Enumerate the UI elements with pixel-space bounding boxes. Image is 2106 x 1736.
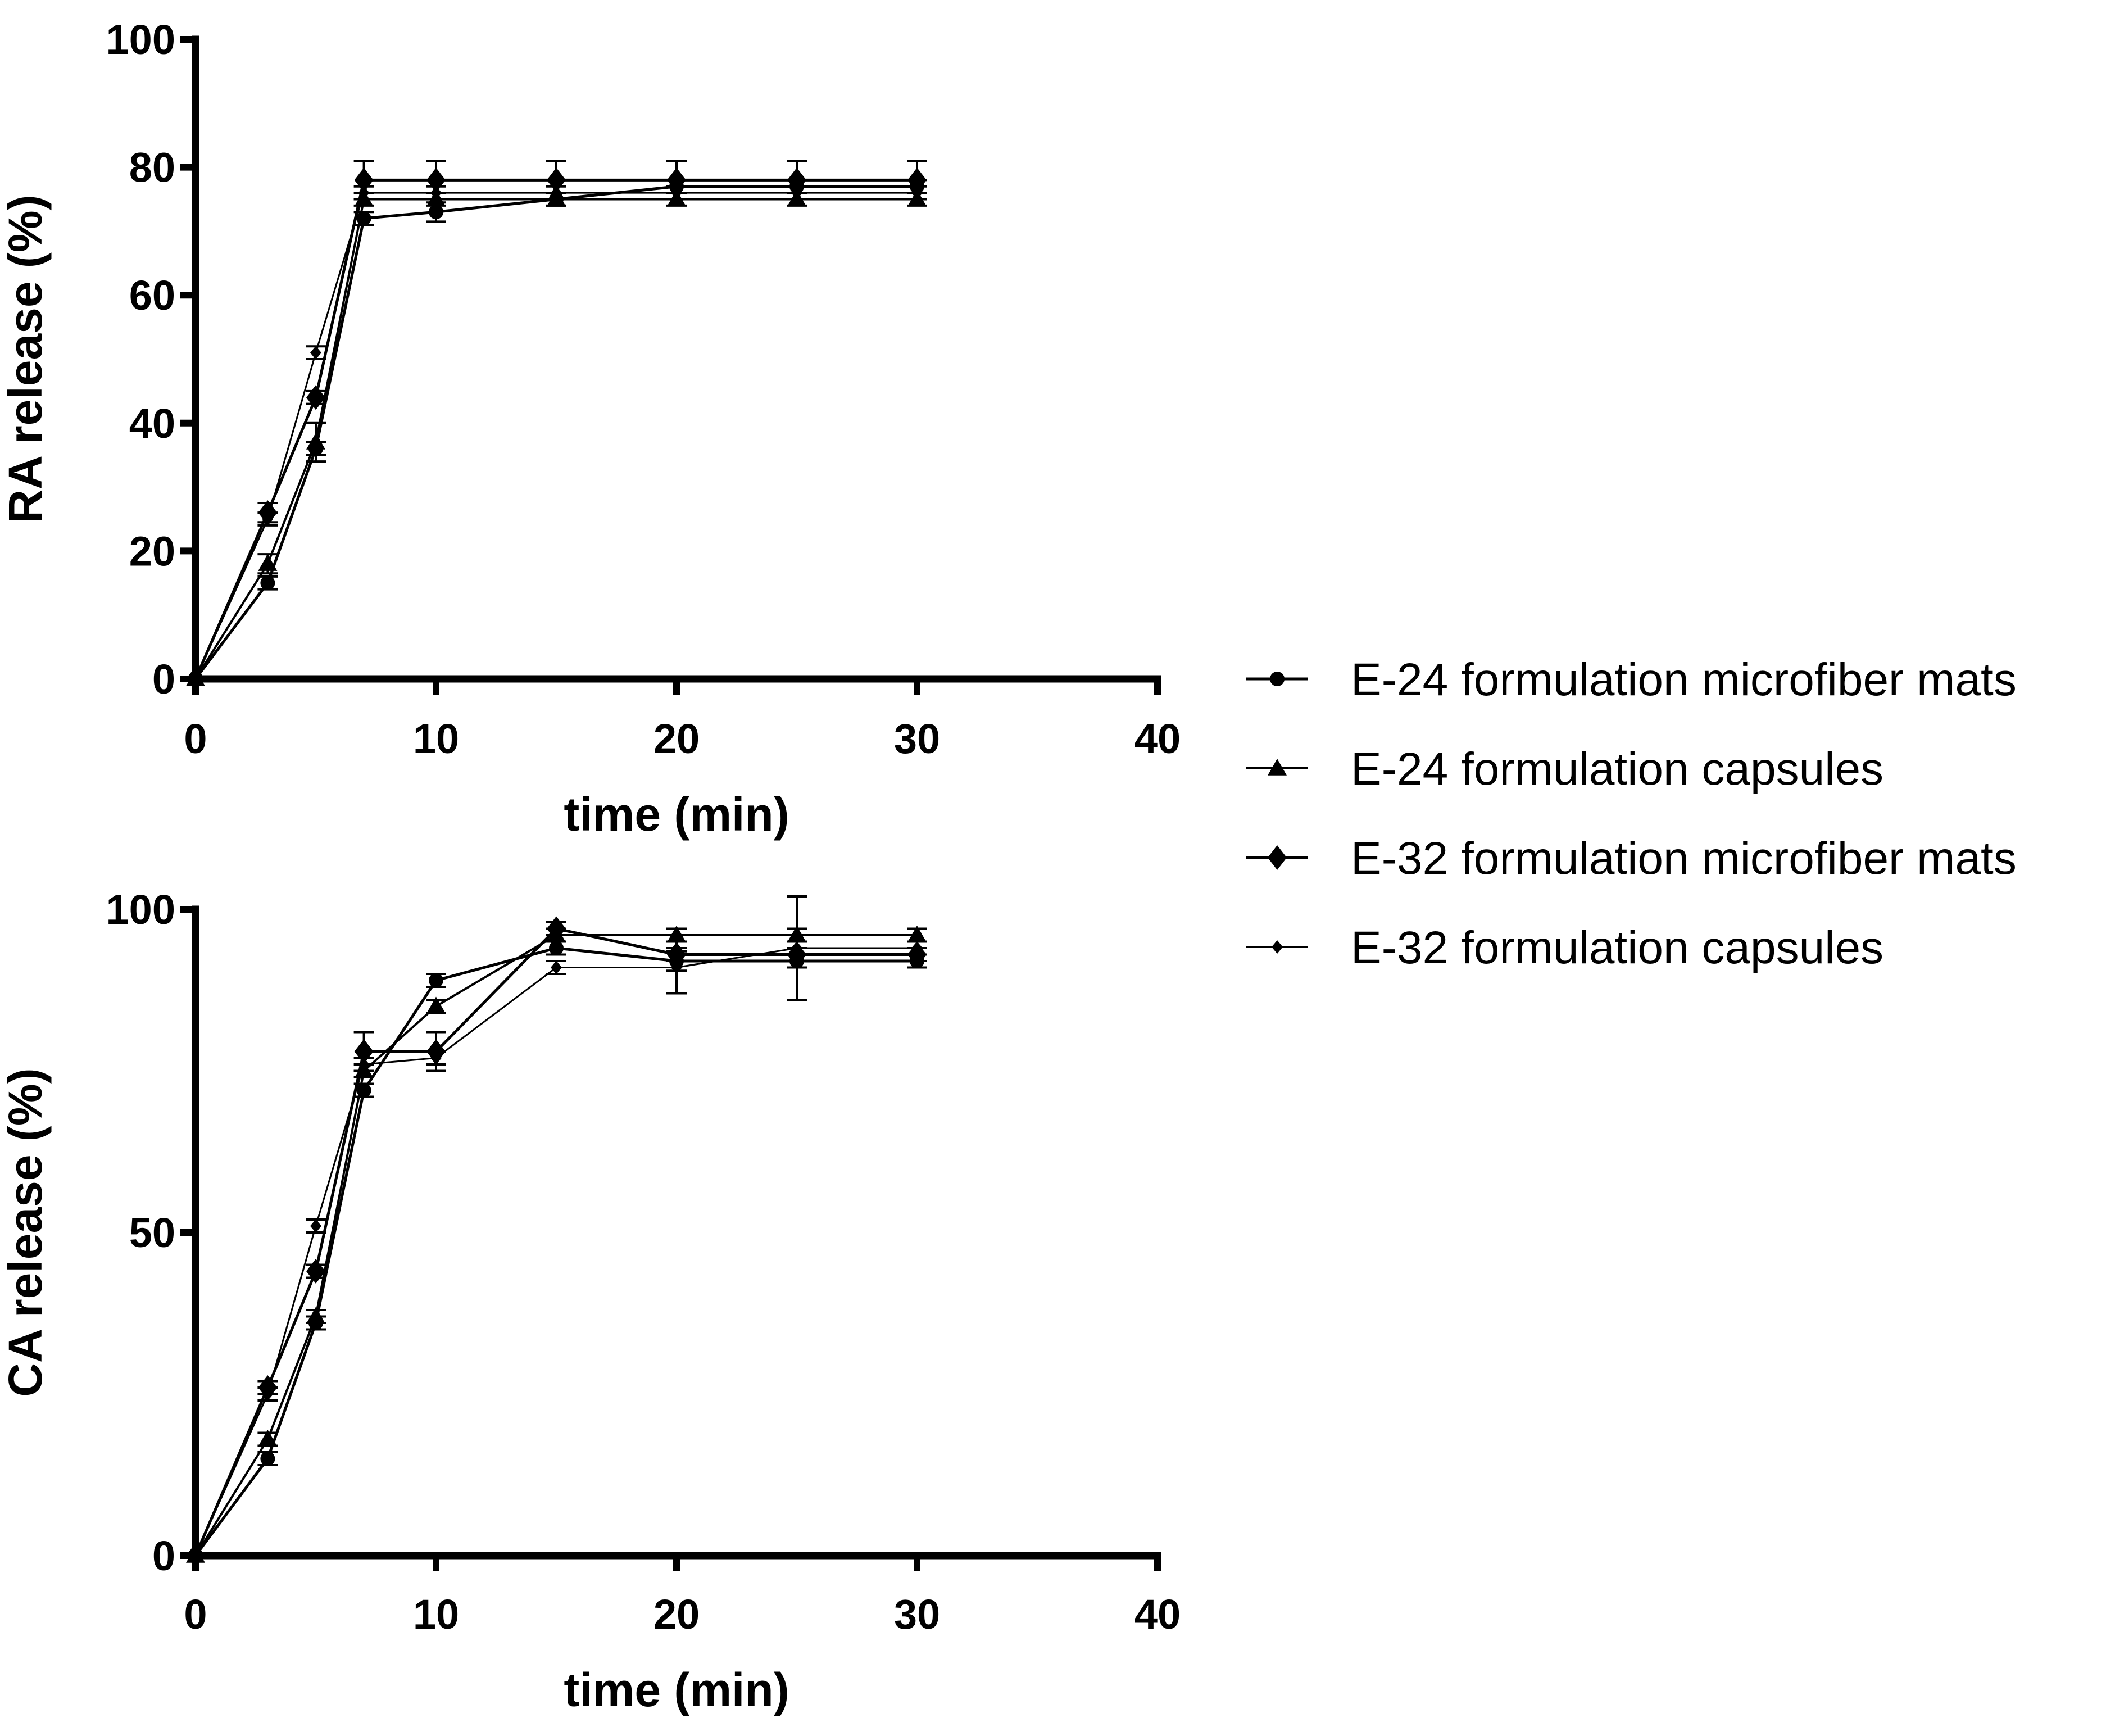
data-point	[260, 575, 275, 591]
series-3	[186, 160, 927, 691]
y-axis-title: RA release (%)	[0, 194, 52, 523]
data-point	[671, 186, 682, 200]
data-point	[190, 1549, 201, 1562]
data-point	[551, 960, 562, 974]
axes	[192, 35, 1161, 683]
legend-item-3: E-32 formulation microfiber mats	[1246, 833, 2017, 884]
series-line	[194, 198, 917, 680]
x-axis-title: time (min)	[564, 1664, 789, 1716]
y-tick-label: 100	[106, 16, 175, 63]
legend-marker	[1268, 759, 1287, 776]
x-tick-label: 30	[894, 1591, 940, 1638]
y-tick-label: 0	[152, 1533, 175, 1579]
y-tick-label: 20	[129, 528, 175, 574]
data-point	[791, 186, 802, 200]
y-tick-label: 60	[129, 272, 175, 319]
x-tick-label: 10	[413, 1591, 459, 1638]
data-point	[306, 1259, 325, 1284]
series-line	[194, 927, 917, 1556]
data-point	[791, 941, 802, 955]
data-point	[547, 916, 566, 941]
ca-release-panel: 0 50 100 0 10 20 30 40 time (min) CA release (%)	[0, 886, 1181, 1716]
legend-item-4: E-32 formulation capsules	[1246, 922, 1883, 973]
data-point	[911, 941, 923, 955]
series-line	[194, 185, 917, 680]
data-point	[310, 1219, 321, 1233]
x-tick-label: 0	[184, 715, 207, 762]
data-point	[310, 346, 321, 360]
data-point	[306, 385, 325, 410]
series-4	[190, 895, 927, 1562]
axes	[192, 905, 1161, 1560]
data-point	[429, 205, 443, 220]
series-4	[190, 185, 927, 686]
legend-item-2: E-24 formulation capsules	[1246, 744, 1883, 795]
y-tick-label: 40	[129, 400, 175, 447]
legend-marker	[1268, 845, 1287, 870]
x-tick-label: 20	[653, 715, 700, 762]
data-point	[551, 186, 562, 200]
data-point	[429, 973, 443, 988]
series-1	[188, 940, 927, 1563]
data-point	[262, 1387, 274, 1401]
legend-label: E-32 formulation microfiber mats	[1351, 833, 2017, 884]
y-tick-label: 50	[129, 1209, 175, 1256]
data-point	[430, 1051, 442, 1065]
data-point	[306, 1307, 325, 1324]
y-tick-label: 0	[152, 656, 175, 702]
series-1	[188, 179, 927, 686]
x-tick-label: 10	[413, 715, 459, 762]
x-tick-label: 20	[653, 1591, 700, 1638]
x-tick-label: 40	[1134, 1591, 1181, 1638]
data-point	[671, 960, 682, 974]
data-point	[358, 1058, 370, 1071]
series-2	[186, 189, 927, 686]
data-point	[190, 672, 201, 686]
x-axis-title: time (min)	[564, 788, 789, 841]
data-point	[430, 186, 442, 200]
series-line	[194, 934, 917, 1557]
x-tick-label: 30	[894, 715, 940, 762]
data-point	[358, 186, 370, 200]
x-tick-label: 0	[184, 1591, 207, 1638]
ra-release-panel: 0 20 40 60 80 100 0 10 20 30 40 time (min) RA releas…	[0, 16, 1181, 841]
data-point	[258, 554, 278, 571]
data-point	[260, 1451, 275, 1466]
series-3	[186, 916, 927, 1568]
series-2	[186, 926, 927, 1563]
series-line	[194, 192, 917, 679]
series-line	[194, 947, 917, 1556]
x-tick-label: 40	[1134, 715, 1181, 762]
legend-marker	[1272, 940, 1283, 954]
data-point	[426, 996, 446, 1014]
data-point	[549, 941, 564, 955]
y-tick-label: 80	[129, 144, 175, 191]
y-tick-label: 100	[106, 886, 175, 933]
data-point	[911, 186, 923, 200]
data-point	[306, 432, 325, 450]
legend-label: E-24 formulation capsules	[1351, 744, 1883, 795]
y-axis-title: CA release (%)	[0, 1068, 52, 1397]
series-line	[194, 946, 917, 1557]
legend: E-24 formulation microfiber mats E-24 for…	[1246, 654, 2017, 973]
data-point	[258, 1430, 278, 1447]
data-point	[667, 926, 686, 942]
legend-label: E-24 formulation microfiber mats	[1351, 654, 2017, 705]
legend-label: E-32 formulation capsules	[1351, 922, 1883, 973]
series-line	[194, 178, 917, 679]
legend-item-1: E-24 formulation microfiber mats	[1246, 654, 2017, 705]
data-point	[262, 512, 274, 526]
legend-marker	[1270, 672, 1285, 686]
